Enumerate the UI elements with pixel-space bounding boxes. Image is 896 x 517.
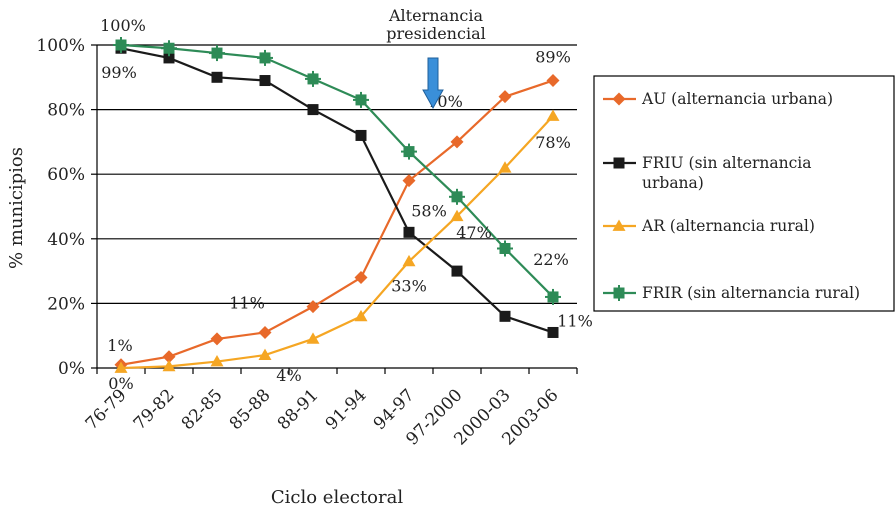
y-tick-label: 80% <box>47 101 85 121</box>
square-marker <box>307 104 319 116</box>
series-line <box>120 79 554 366</box>
series-1 <box>115 42 559 338</box>
x-tick-label: 82-85 <box>178 385 227 434</box>
diamond-marker <box>354 271 368 285</box>
x-axis: 76-79 79-82 82-85 85-88 88-91 91-94 94-9797-20… <box>82 367 578 449</box>
legend-item: AR (alternancia rural) <box>603 217 815 235</box>
series-3 <box>113 37 561 305</box>
x-axis-title: Ciclo electoral <box>271 487 403 508</box>
series-line <box>120 47 554 334</box>
series-line <box>120 43 554 298</box>
legend-item: AU (alternancia urbana) <box>603 90 833 108</box>
square-marker <box>403 226 415 238</box>
diamond-marker <box>450 135 464 149</box>
y-axis: 0% 20% 40% 60% 80% 100% <box>36 36 98 379</box>
annotation-line: presidencial <box>386 24 485 43</box>
triangle-marker <box>162 359 176 372</box>
square-marker <box>499 310 511 322</box>
legend-label: urbana) <box>642 174 704 192</box>
legend-label: FRIR (sin alternancia rural) <box>642 284 860 302</box>
triangle-marker <box>450 209 464 222</box>
data-label: 0% <box>108 374 133 393</box>
x-tick-label: 85-88 <box>226 385 275 434</box>
square-marker <box>259 75 271 87</box>
diamond-marker <box>402 174 416 188</box>
triangle-marker <box>546 109 560 121</box>
x-tick-label: 91-94 <box>322 385 371 434</box>
triangle-marker <box>114 361 128 373</box>
square-marker <box>613 157 625 169</box>
legend-label: AU (alternancia urbana) <box>641 90 833 108</box>
data-label: 99% <box>101 63 137 82</box>
diamond-marker <box>612 92 626 106</box>
legend-label: FRIU (sin alternancia <box>642 154 812 172</box>
triangle-marker <box>258 348 272 360</box>
gridlines <box>97 44 577 304</box>
legend-item: FRIU (sin alternancia urbana) <box>603 154 812 192</box>
data-label: 22% <box>533 250 569 269</box>
series-2 <box>114 109 560 373</box>
y-tick-label: 40% <box>47 230 85 250</box>
square-marker <box>451 265 463 277</box>
data-label: 11% <box>229 293 265 312</box>
y-tick-label: 20% <box>47 294 85 314</box>
square-marker <box>547 326 559 338</box>
diamond-marker <box>258 325 272 339</box>
y-tick-label: 60% <box>47 165 85 185</box>
square-marker <box>211 71 223 83</box>
y-tick-label: 100% <box>36 36 85 56</box>
series-lines <box>113 37 561 373</box>
triangle-marker <box>210 355 224 367</box>
data-label: 33% <box>391 276 427 295</box>
y-axis-title: % municipios <box>6 147 27 269</box>
data-label: 4% <box>276 366 301 385</box>
data-label: 47% <box>456 223 492 242</box>
data-label: 89% <box>535 48 571 67</box>
diamond-marker <box>210 332 224 346</box>
data-label: 78% <box>535 133 571 152</box>
legend: AU (alternancia urbana) FRIU (sin alterna… <box>593 75 895 312</box>
data-label: 58% <box>411 202 447 221</box>
diamond-marker <box>498 90 512 104</box>
triangle-marker <box>402 254 416 267</box>
arrow-down-icon <box>422 57 444 110</box>
y-tick-label: 0% <box>58 359 85 379</box>
square-marker <box>355 129 367 141</box>
triangle-marker <box>498 161 512 173</box>
square-marker <box>163 52 175 64</box>
triangle-marker <box>306 332 320 344</box>
triangle-marker <box>354 309 368 322</box>
diamond-marker <box>162 350 176 364</box>
legend-item: FRIR (sin alternancia rural) <box>603 284 860 302</box>
x-tick-label: 79-82 <box>130 385 179 434</box>
data-label: 100% <box>100 16 146 35</box>
data-label: 11% <box>557 311 593 330</box>
legend-label: AR (alternancia rural) <box>641 217 815 235</box>
data-labels: 100%99%1%0%11%4%58%33%70%47%89%78%22%11% <box>100 16 593 393</box>
diamond-marker <box>306 300 320 314</box>
diamond-marker <box>546 74 560 88</box>
annotation-line: Alternancia <box>388 6 483 25</box>
legend-box <box>593 75 895 312</box>
x-tick-label: 88-91 <box>274 385 323 434</box>
data-label: 1% <box>107 336 132 355</box>
triangle-marker <box>612 219 626 231</box>
series-0 <box>114 74 560 372</box>
series-line <box>120 115 554 370</box>
